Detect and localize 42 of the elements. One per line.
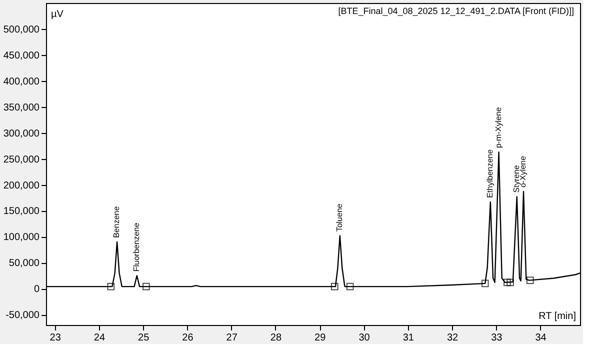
y-tick-label: 500,000: [3, 24, 40, 36]
x-tick-label: 25: [138, 332, 150, 344]
x-tick-label: 34: [535, 332, 547, 344]
x-tick-label: 28: [270, 332, 282, 344]
x-tick-label: 30: [358, 332, 370, 344]
x-tick-label: 26: [182, 332, 194, 344]
x-tick-label: 32: [446, 332, 459, 344]
y-axis-title: µV: [51, 9, 64, 20]
point: [526, 276, 534, 284]
x-tick-label: 24: [94, 332, 106, 344]
annotation: Benzene: [112, 206, 122, 238]
y-tick-label: 400,000: [3, 76, 40, 88]
y-tick-label: 300,000: [3, 128, 40, 140]
annotation: Fluorbenzene: [132, 222, 141, 272]
y-tick-label: 0: [34, 284, 40, 296]
x-tick-label: 29: [314, 332, 326, 344]
x-tick-label: 23: [50, 332, 62, 344]
annotation: [BTE_Final_04_08_2025 12_12_491_2.DATA [Front (FID)]]: [338, 6, 574, 16]
x-tick-label: 31: [402, 332, 414, 344]
y-tick-label: 50,000: [8, 258, 40, 270]
y-tick-label: 350,000: [3, 102, 40, 114]
y-tick-label: 150,000: [3, 206, 40, 218]
point: [107, 282, 115, 290]
x-axis-title: RT [min]: [538, 311, 576, 322]
y-tick-label: 100,000: [3, 232, 40, 244]
point: [504, 278, 511, 286]
y-tick-label: -50,000: [6, 310, 40, 322]
annotation: Toluene: [334, 203, 344, 232]
annotation: o-Xylene: [518, 155, 528, 188]
point: [346, 282, 354, 290]
y-tick-label: 450,000: [3, 50, 40, 62]
x-tick-label: 27: [226, 332, 238, 344]
point: [142, 282, 150, 290]
point: [506, 278, 514, 286]
x-tick-label: 33: [491, 332, 503, 344]
point: [481, 280, 489, 288]
annotation: Ethylbenzene: [485, 148, 494, 198]
y-tick-label: 200,000: [3, 180, 40, 192]
annotation: p-m-Xylene: [494, 106, 503, 148]
y-tick-label: 250,000: [3, 154, 40, 166]
point: [330, 282, 338, 290]
annotation: Styrene: [512, 164, 521, 193]
